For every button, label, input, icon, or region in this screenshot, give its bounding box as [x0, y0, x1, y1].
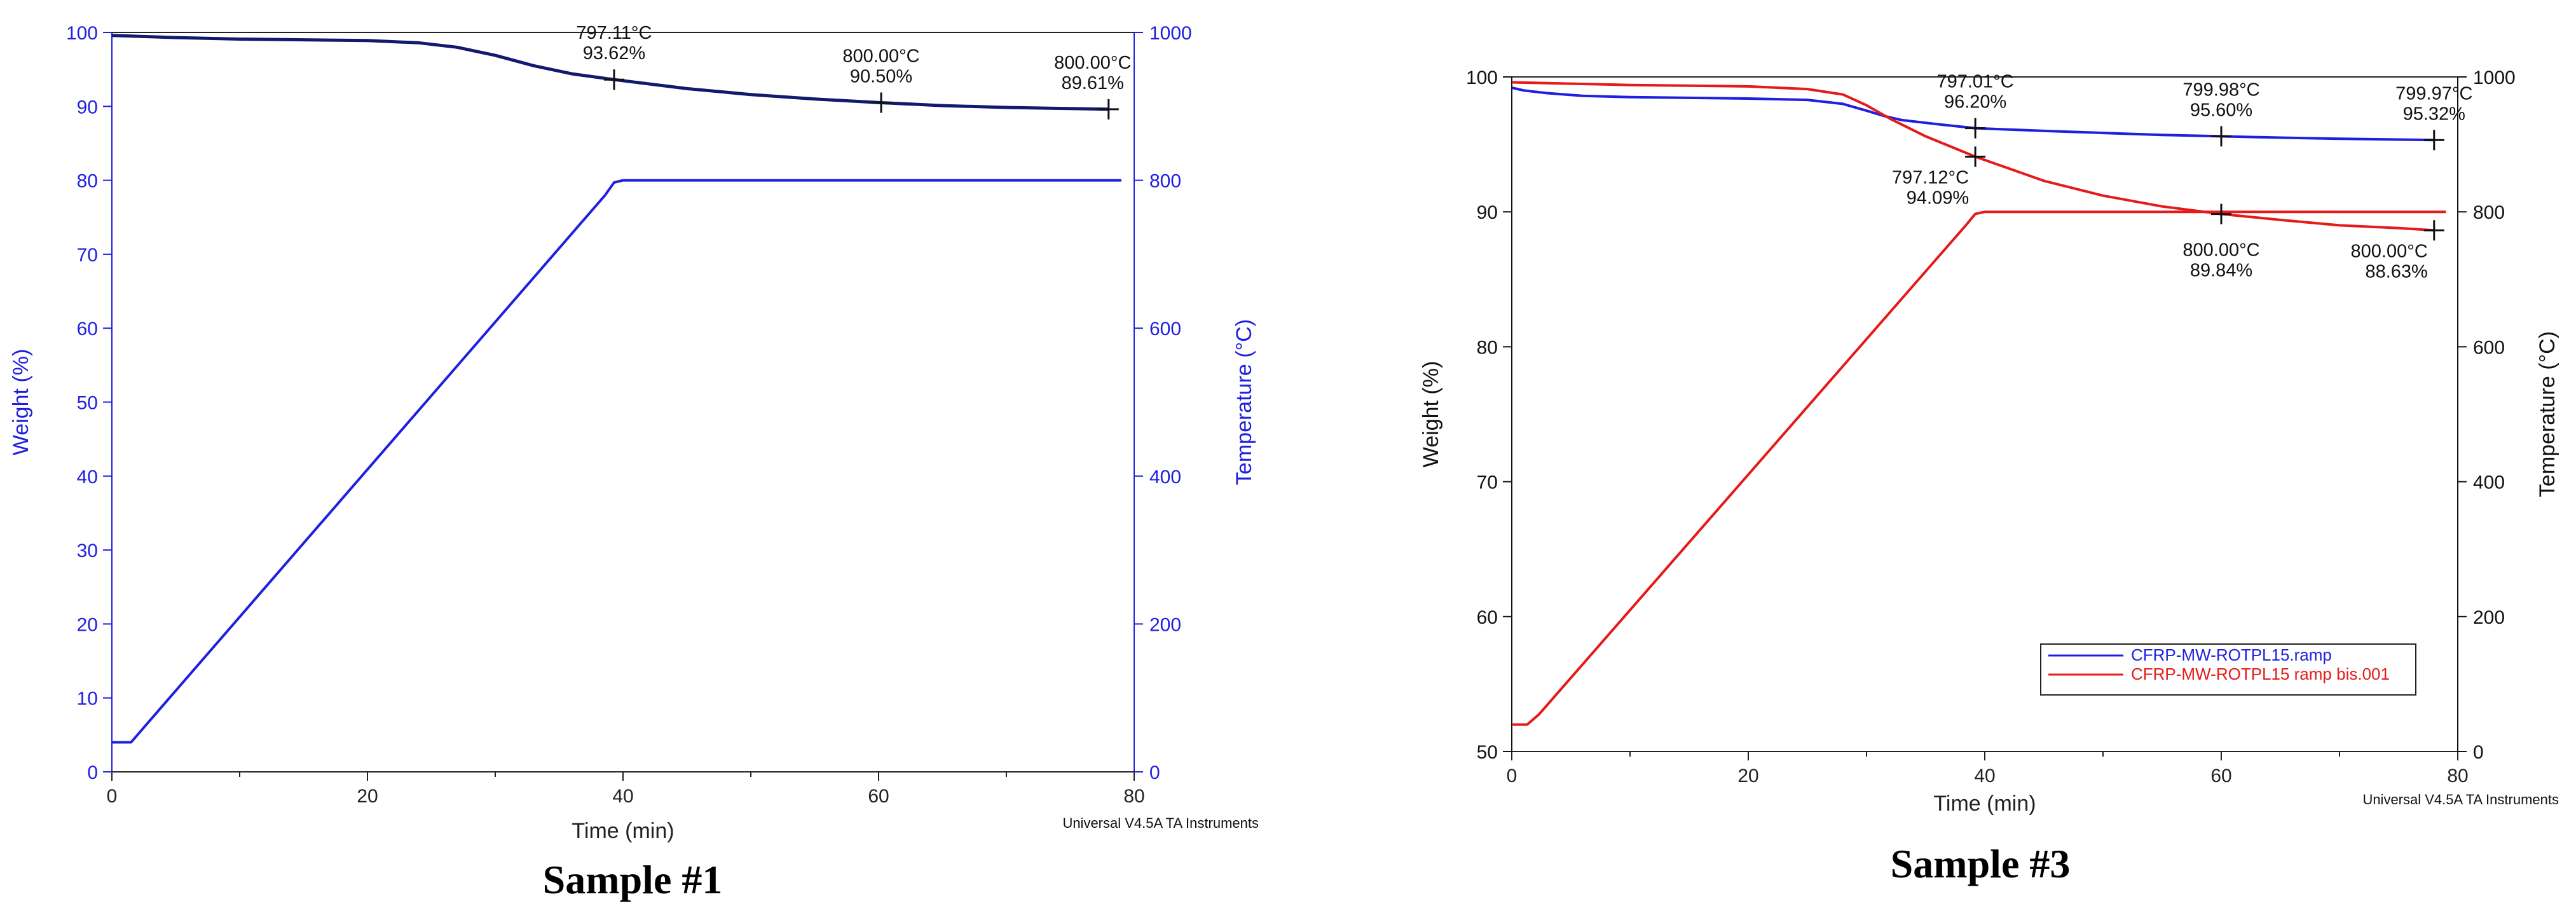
y-tick-label: 60 — [77, 319, 98, 340]
annotation-label: 797.12°C — [1892, 167, 1969, 188]
annotation-label: 96.20% — [1944, 92, 2006, 113]
y2-tick-label: 400 — [1149, 467, 1181, 488]
y2-tick-label: 1000 — [2473, 67, 2516, 88]
annotation-label: 90.50% — [850, 66, 912, 86]
y-tick-label: 100 — [1466, 67, 1498, 88]
y-tick-label: 10 — [77, 689, 98, 710]
y2-tick-label: 400 — [2473, 472, 2505, 493]
series-line-0 — [111, 34, 1109, 111]
x-tick-label: 80 — [2447, 766, 2468, 786]
y-tick-label: 90 — [1477, 202, 1498, 223]
x-tick-label: 20 — [357, 786, 378, 807]
y-tick-label: 100 — [66, 23, 98, 44]
chart-sample-3: 0 20 40 60 80506070809010002004006008001000T… — [1419, 67, 2559, 886]
annotation-label: 94.09% — [1907, 188, 1969, 208]
annotation-label: 800.00°C — [1054, 53, 1131, 73]
x-axis-title: Time (min) — [1933, 792, 2036, 816]
annotation-label: 800.00°C — [2182, 240, 2259, 261]
y-tick-label: 60 — [1477, 607, 1498, 628]
annotation-label: 89.61% — [1062, 73, 1124, 93]
annotation-label: 800.00°C — [2351, 241, 2428, 261]
x-tick-label: 80 — [1123, 786, 1144, 807]
y-tick-label: 0 — [87, 762, 98, 783]
y-tick-label: 50 — [77, 393, 98, 414]
chart-sample-1: 0 20 40 60 800102030405060708090100020040060… — [9, 23, 1259, 902]
annotation-label: 797.11°C — [576, 23, 652, 43]
y-tick-label: 30 — [77, 540, 98, 561]
annotation-label: 95.32% — [2403, 104, 2465, 124]
series-line-1 — [112, 179, 1121, 744]
annotation-label: 89.84% — [2190, 261, 2252, 281]
y-tick-label: 90 — [77, 97, 98, 118]
annotation-label: 799.98°C — [2182, 79, 2259, 100]
instrument-footer: Universal V4.5A TA Instruments — [2362, 792, 2559, 807]
y2-tick-label: 800 — [2473, 202, 2505, 223]
x-tick-label: 0 — [1507, 766, 1518, 786]
y-tick-label: 70 — [77, 245, 98, 266]
y-axis-title: Weight (%) — [9, 349, 33, 456]
y2-tick-label: 200 — [1149, 614, 1181, 635]
sample-caption: Sample #1 — [543, 857, 723, 902]
x-tick-label: 40 — [1974, 766, 1995, 786]
y2-tick-label: 600 — [2473, 337, 2505, 358]
x-tick-label: 60 — [868, 786, 889, 807]
y2-tick-label: 600 — [1149, 319, 1181, 340]
y2-axis-title: Temperature (°C) — [1232, 319, 1256, 485]
y-tick-label: 20 — [77, 614, 98, 635]
sample-caption: Sample #3 — [1891, 841, 2071, 886]
series-line-1 — [1511, 81, 2434, 232]
y-tick-label: 80 — [77, 171, 98, 192]
instrument-footer: Universal V4.5A TA Instruments — [1062, 815, 1259, 831]
series-line-0 — [1511, 86, 2434, 142]
x-tick-label: 20 — [1737, 766, 1758, 786]
legend-entry: CFRP-MW-ROTPL15.ramp — [2131, 645, 2332, 664]
annotation-label: 799.97°C — [2395, 83, 2472, 104]
annotation-label: 800.00°C — [842, 46, 919, 66]
annotation-label: 797.01°C — [1936, 72, 2013, 92]
annotation-label: 95.60% — [2190, 100, 2252, 120]
y2-tick-label: 800 — [1149, 171, 1181, 192]
y2-tick-label: 0 — [1149, 762, 1160, 783]
series-line-2 — [1512, 210, 2446, 726]
annotation-label: 93.62% — [583, 43, 645, 64]
y-tick-label: 80 — [1477, 337, 1498, 358]
y-axis-title: Weight (%) — [1419, 361, 1443, 468]
x-tick-label: 40 — [612, 786, 633, 807]
y2-tick-label: 200 — [2473, 607, 2505, 628]
y2-tick-label: 0 — [2473, 742, 2484, 763]
x-tick-label: 60 — [2210, 766, 2231, 786]
x-axis-title: Time (min) — [572, 819, 674, 843]
x-tick-label: 0 — [107, 786, 118, 807]
y2-tick-label: 1000 — [1149, 23, 1192, 44]
y2-axis-title: Temperature (°C) — [2535, 331, 2559, 497]
legend-box — [2040, 643, 2416, 696]
y-tick-label: 40 — [77, 467, 98, 488]
y-tick-label: 70 — [1477, 472, 1498, 493]
y-tick-label: 50 — [1477, 742, 1498, 763]
annotation-label: 88.63% — [2365, 261, 2427, 282]
legend-entry: CFRP-MW-ROTPL15 ramp bis.001 — [2131, 664, 2390, 683]
